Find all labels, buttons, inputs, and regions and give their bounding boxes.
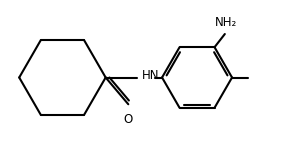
Text: NH₂: NH₂ [215, 16, 237, 29]
Text: O: O [124, 113, 133, 126]
Text: HN: HN [141, 69, 159, 82]
